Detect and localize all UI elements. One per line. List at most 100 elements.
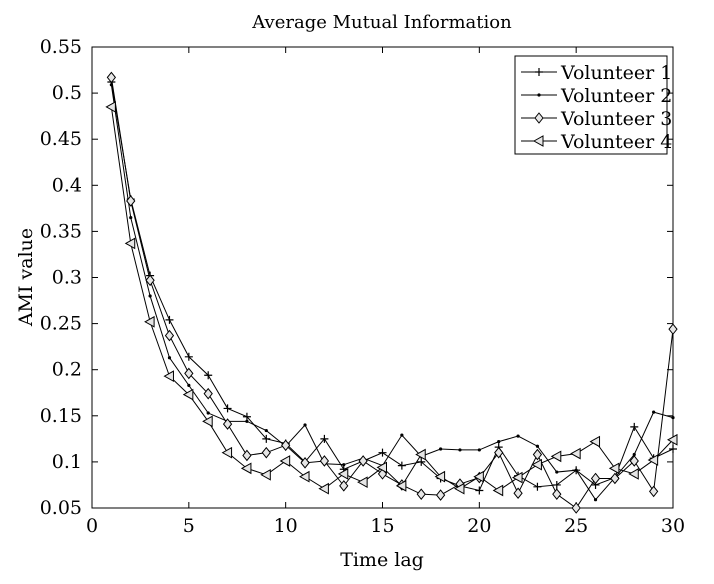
data-point-s3 — [106, 71, 117, 84]
data-point-s4 — [279, 455, 291, 467]
plot-area: 0 5 10 15 20 25 30 0.05 0.1 0.15 0.2 0.25 0.3 0.35 0.4… — [40, 36, 685, 537]
data-point-s4 — [570, 447, 581, 460]
x-tick-label: 20 — [467, 515, 491, 537]
data-point-s4 — [415, 448, 426, 461]
data-point-s2 — [458, 448, 462, 452]
y-tick-label: 0.45 — [40, 128, 82, 150]
y-tick-label: 0.2 — [52, 359, 82, 381]
data-point-s1 — [630, 422, 639, 431]
data-point-s2 — [129, 215, 133, 220]
data-point-s4 — [608, 462, 620, 475]
data-point-s4 — [221, 446, 233, 459]
data-point-s2 — [574, 468, 578, 472]
data-point-s1 — [669, 444, 677, 453]
data-point-s4 — [337, 468, 349, 480]
data-point-s3 — [242, 449, 252, 462]
data-point-s1 — [320, 434, 329, 443]
y-tick-label: 0.15 — [40, 405, 82, 427]
data-point-s4 — [299, 470, 310, 483]
data-point-s2 — [187, 383, 191, 387]
data-point-s4 — [473, 470, 484, 483]
data-point-s4 — [434, 470, 446, 483]
y-tick-label: 0.3 — [52, 267, 82, 289]
data-point-s1 — [204, 371, 213, 380]
x-tick-label: 10 — [274, 515, 298, 537]
x-tick-label: 15 — [370, 515, 394, 537]
data-point-s4 — [647, 454, 659, 466]
y-tick-label: 0.55 — [40, 36, 82, 58]
data-point-s3 — [319, 455, 330, 467]
data-point-s4 — [124, 237, 136, 250]
series-line-1 — [110, 81, 674, 492]
data-point-s3 — [416, 488, 426, 500]
series-line-3 — [110, 77, 674, 509]
data-point-s1 — [262, 434, 271, 443]
data-point-s1 — [552, 480, 561, 489]
legend-marker-2 — [537, 93, 541, 97]
data-point-s2 — [245, 419, 249, 423]
data-point-s2 — [400, 433, 404, 437]
data-point-s3 — [222, 418, 233, 430]
y-tick-label: 0.4 — [52, 174, 82, 196]
x-tick-label: 25 — [564, 515, 588, 537]
data-point-s3 — [629, 455, 639, 467]
data-point-s4 — [395, 480, 407, 492]
data-point-s2 — [593, 498, 598, 502]
data-point-s2 — [497, 440, 501, 444]
data-point-s1 — [223, 404, 232, 413]
data-point-s4 — [144, 315, 155, 328]
series-line-2 — [110, 84, 674, 501]
data-point-s1 — [184, 352, 193, 361]
legend-label-3: Volunteer 3 — [560, 108, 672, 130]
data-point-s4 — [550, 450, 562, 463]
data-point-s3 — [203, 387, 213, 400]
data-point-s4 — [531, 458, 542, 471]
data-point-s2 — [167, 356, 172, 360]
data-point-s4 — [666, 433, 678, 446]
legend-marker-4 — [532, 135, 544, 147]
data-point-s3 — [571, 502, 581, 514]
data-point-s2 — [148, 294, 152, 298]
data-point-s2 — [206, 411, 210, 415]
chart-title: Average Mutual Information — [251, 12, 512, 33]
data-point-s4 — [260, 468, 271, 481]
data-point-s3 — [164, 329, 175, 342]
data-point-s1 — [397, 461, 406, 470]
data-point-s1 — [165, 315, 174, 324]
data-point-s3 — [590, 472, 601, 485]
data-point-s3 — [261, 446, 271, 459]
data-point-s2 — [671, 416, 675, 420]
data-point-s4 — [240, 462, 252, 475]
data-point-s3 — [435, 489, 446, 501]
x-axis-title: Time lag — [340, 549, 424, 571]
x-tick-label: 5 — [183, 515, 195, 537]
data-point-s4 — [492, 484, 504, 497]
data-point-s1 — [242, 412, 251, 421]
data-point-s3 — [610, 472, 620, 485]
legend-label-4: Volunteer 4 — [560, 131, 672, 153]
data-point-s1 — [475, 486, 484, 495]
data-point-s2 — [439, 447, 443, 451]
legend-label-1: Volunteer 1 — [560, 62, 672, 84]
data-point-s3 — [513, 487, 523, 500]
legend-marker-1 — [535, 68, 543, 76]
data-point-s3 — [281, 439, 291, 452]
y-tick-label: 0.05 — [40, 497, 82, 519]
data-point-s1 — [378, 448, 387, 457]
y-tick-label: 0.25 — [40, 313, 82, 335]
x-tick-label: 0 — [86, 515, 98, 537]
data-point-s3 — [184, 367, 194, 380]
data-point-s3 — [339, 480, 349, 492]
data-point-s4 — [105, 101, 116, 113]
data-point-s3 — [552, 488, 562, 500]
data-point-s4 — [182, 388, 194, 401]
data-point-s4 — [453, 482, 465, 495]
data-point-s3 — [532, 448, 543, 461]
series-line-4 — [110, 106, 674, 492]
data-point-s3 — [358, 455, 368, 467]
data-point-s4 — [512, 471, 523, 484]
y-axis-title: AMI value — [15, 228, 37, 327]
data-point-s2 — [652, 410, 656, 414]
